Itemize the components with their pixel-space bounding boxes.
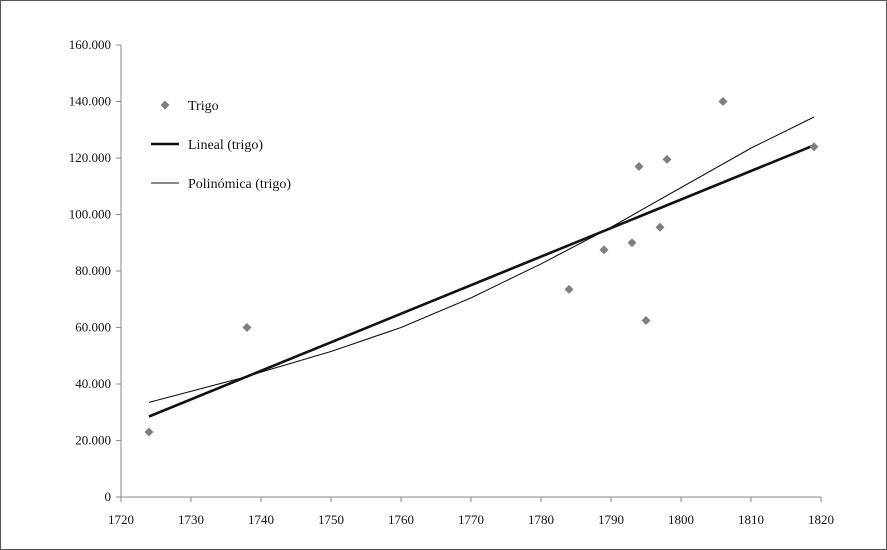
- y-tick-label: 60.000: [75, 320, 111, 335]
- y-tick-label: 100.000: [69, 207, 111, 222]
- data-point-trigo: [144, 427, 154, 437]
- y-tick-label: 40.000: [75, 376, 111, 391]
- y-tick-label: 0: [105, 489, 112, 504]
- data-point-trigo: [641, 315, 651, 325]
- trendline-lineal: [148, 144, 815, 418]
- y-tick-label: 20.000: [75, 433, 111, 448]
- x-tick-label: 1820: [808, 512, 834, 527]
- x-tick-label: 1770: [458, 512, 484, 527]
- axes: 0 20.000 40.000 60.000 80.000 100.000 120.000 1…: [69, 37, 834, 527]
- data-point-trigo: [809, 142, 819, 152]
- x-tick-label: 1750: [318, 512, 344, 527]
- y-tick-label: 160.000: [69, 37, 111, 52]
- data-point-trigo: [662, 154, 672, 164]
- legend-label: Trigo: [188, 99, 219, 114]
- legend-label: Lineal (trigo): [188, 138, 263, 153]
- data-point-trigo: [718, 97, 728, 106]
- legend-label: Polinómica (trigo): [188, 177, 291, 192]
- data-point-trigo: [242, 323, 252, 332]
- data-point-trigo: [564, 284, 574, 294]
- data-points: [144, 97, 819, 437]
- x-tick-label: 1780: [528, 512, 554, 527]
- x-tick-label: 1810: [738, 512, 764, 527]
- data-point-trigo: [634, 161, 644, 171]
- x-tick-label: 1720: [108, 512, 134, 527]
- data-point-trigo: [599, 245, 609, 255]
- x-tick-label: 1730: [178, 512, 204, 527]
- trendline-polinomica: [148, 116, 815, 403]
- x-tick-label: 1800: [668, 512, 694, 527]
- y-tick-label: 140.000: [69, 94, 111, 109]
- legend: Trigo Lineal (trigo) Polinómica (trigo): [151, 99, 291, 192]
- y-tick-label: 120.000: [69, 150, 111, 165]
- data-point-trigo: [655, 222, 665, 232]
- x-tick-label: 1740: [248, 512, 274, 527]
- x-tick-label: 1790: [598, 512, 624, 527]
- y-tick-label: 80.000: [75, 263, 111, 278]
- legend-marker-trigo: [160, 100, 170, 110]
- data-point-trigo: [627, 238, 637, 248]
- trendlines: [148, 116, 815, 418]
- x-tick-label: 1760: [388, 512, 414, 527]
